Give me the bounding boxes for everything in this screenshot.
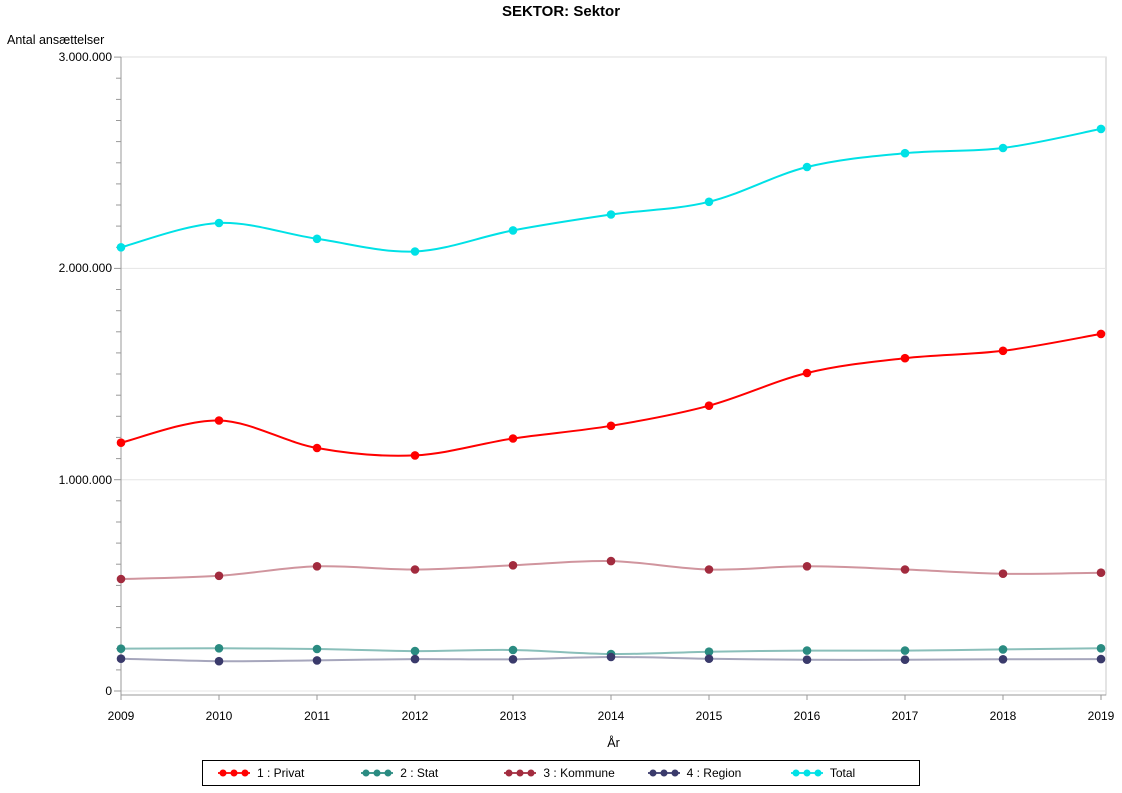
series-marker-kommune xyxy=(606,556,616,566)
series-marker-kommune xyxy=(998,569,1008,578)
x-tick-label: 2010 xyxy=(205,709,233,723)
series-marker-total xyxy=(410,247,420,256)
series-marker-total xyxy=(312,234,322,244)
x-tick-label: 2018 xyxy=(989,709,1017,723)
series-marker-total xyxy=(116,243,126,252)
legend-entry-stat: 2 : Stat xyxy=(346,761,489,785)
legend-label: 3 : Kommune xyxy=(543,766,615,780)
x-tick-label: 2015 xyxy=(695,709,723,723)
legend-label: 4 : Region xyxy=(686,766,742,780)
series-line-total xyxy=(120,127,1102,253)
series-marker-region xyxy=(508,655,518,664)
series-marker-privat xyxy=(606,421,616,431)
series-marker-privat xyxy=(1096,329,1106,339)
series-marker-region xyxy=(802,655,812,664)
series-marker-region xyxy=(116,654,126,663)
series-marker-region xyxy=(606,652,616,662)
x-tick-label: 2019 xyxy=(1087,709,1115,723)
x-tick-label: 2017 xyxy=(891,709,919,723)
plot-area xyxy=(114,56,1107,700)
series-marker-privat xyxy=(410,451,420,460)
x-axis-title: År xyxy=(607,736,620,750)
legend-entry-privat: 1 : Privat xyxy=(203,761,346,785)
series-marker-privat xyxy=(802,368,812,378)
chart-title: SEKTOR: Sektor xyxy=(501,3,621,20)
legend-label: Total xyxy=(829,766,856,780)
series-marker-kommune xyxy=(116,574,126,584)
legend-swatch-icon xyxy=(361,769,394,777)
series-marker-stat xyxy=(998,645,1008,654)
x-tick-label: 2009 xyxy=(107,709,135,723)
series-marker-total xyxy=(900,148,910,158)
series-marker-privat xyxy=(508,434,518,443)
series-marker-total xyxy=(508,226,518,235)
series-marker-privat xyxy=(998,346,1008,356)
x-tick-label: 2016 xyxy=(793,709,821,723)
series-marker-stat xyxy=(1096,644,1106,653)
series-marker-region xyxy=(998,655,1008,664)
legend-swatch-icon xyxy=(504,769,537,777)
series-marker-stat xyxy=(214,644,224,653)
series-marker-kommune xyxy=(802,562,812,571)
series-marker-kommune xyxy=(1096,568,1106,577)
legend-entry-kommune: 3 : Kommune xyxy=(489,761,632,785)
legend: 1 : Privat 2 : Stat 3 : Kommune 4 : Region T… xyxy=(202,760,920,786)
series-marker-total xyxy=(214,218,224,228)
y-tick-label: 1.000.000 xyxy=(58,472,112,487)
series-marker-kommune xyxy=(900,565,910,574)
series-marker-total xyxy=(1096,124,1106,134)
series-marker-kommune xyxy=(704,565,714,574)
plot-frame xyxy=(120,56,1107,696)
x-tick-label: 2013 xyxy=(499,709,527,723)
series-marker-stat xyxy=(508,645,518,655)
series-marker-region xyxy=(900,655,910,664)
legend-swatch-icon xyxy=(647,769,680,777)
series-marker-stat xyxy=(802,646,812,655)
x-tick-label: 2012 xyxy=(401,709,429,723)
series-marker-total xyxy=(998,143,1008,153)
series-marker-region xyxy=(214,656,224,666)
series-marker-region xyxy=(1096,654,1106,664)
series-marker-stat xyxy=(704,647,714,656)
y-axis-title: Antal ansættelser xyxy=(7,33,105,47)
series-marker-stat xyxy=(410,646,420,656)
y-tick-label: 2.000.000 xyxy=(58,261,112,276)
series-marker-privat xyxy=(312,443,322,453)
x-tick-label: 2014 xyxy=(597,709,625,723)
series-marker-total xyxy=(704,197,714,207)
series-marker-region xyxy=(704,654,714,663)
legend-entry-region: 4 : Region xyxy=(633,761,776,785)
series-marker-privat xyxy=(900,353,910,363)
series-marker-region xyxy=(312,656,322,665)
series-marker-total xyxy=(802,162,812,172)
series-line-privat xyxy=(120,332,1102,457)
series-marker-kommune xyxy=(214,571,224,581)
series-marker-stat xyxy=(900,646,910,655)
legend-swatch-icon xyxy=(790,769,823,777)
y-tick-label: 3.000.000 xyxy=(58,50,112,65)
series-marker-kommune xyxy=(312,562,322,571)
series-marker-total xyxy=(606,210,616,219)
legend-label: 2 : Stat xyxy=(400,766,439,780)
series-marker-stat xyxy=(116,644,126,653)
series-marker-privat xyxy=(214,416,224,425)
legend-entry-total: Total xyxy=(776,761,919,785)
series-marker-stat xyxy=(312,644,322,654)
x-tick-label: 2011 xyxy=(304,709,330,723)
legend-label: 1 : Privat xyxy=(257,766,305,780)
series-marker-region xyxy=(410,654,420,664)
y-tick-label: 0 xyxy=(105,684,112,698)
series-marker-privat xyxy=(116,438,126,448)
series-marker-privat xyxy=(704,401,714,411)
series-marker-kommune xyxy=(508,561,518,570)
legend-swatch-icon xyxy=(218,769,250,777)
series-marker-kommune xyxy=(410,565,420,574)
